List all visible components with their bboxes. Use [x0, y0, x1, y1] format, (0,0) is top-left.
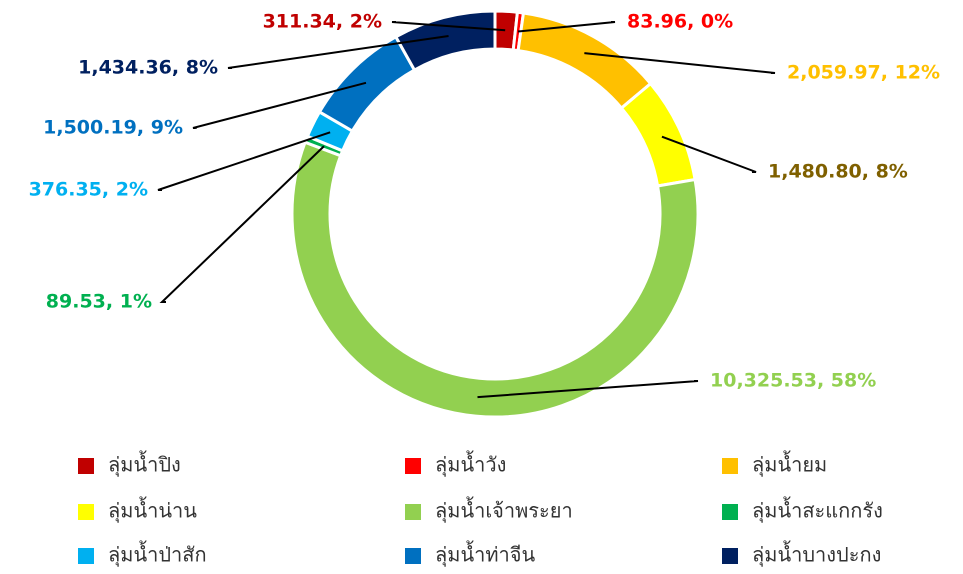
- legend-label: ลุ่มน้ำเจ้าพระยา: [435, 497, 573, 524]
- data-label: 1,480.80, 8%: [768, 161, 908, 183]
- legend-label: ลุ่มน้ำบางปะกง: [752, 541, 881, 568]
- data-label: 2,059.97, 12%: [787, 62, 940, 84]
- leader-line: [227, 34, 449, 69]
- legend-label: ลุ่มน้ำสะแกกรัง: [752, 497, 883, 524]
- legend-swatch: [78, 548, 94, 564]
- data-label: 89.53, 1%: [46, 291, 152, 313]
- legend-swatch: [722, 504, 738, 520]
- donut-slice: [619, 81, 697, 188]
- data-label: 83.96, 0%: [627, 11, 733, 33]
- data-label: 1,434.36, 8%: [78, 57, 218, 79]
- legend-swatch: [78, 504, 94, 520]
- legend-label: ลุ่มน้ำป่าสัก: [108, 541, 207, 568]
- legend-label: ลุ่มน้ำปิง: [108, 451, 181, 478]
- legend-swatch: [722, 548, 738, 564]
- data-label: 10,325.53, 58%: [710, 370, 876, 392]
- data-label: 1,500.19, 9%: [43, 117, 183, 139]
- leader-line: [584, 52, 776, 74]
- leader-line: [192, 81, 367, 129]
- leader-line: [517, 21, 616, 33]
- legend-label: ลุ่มน้ำวัง: [435, 451, 506, 478]
- legend-label: ลุ่มน้ำยม: [752, 451, 827, 478]
- legend-swatch: [405, 458, 421, 474]
- leader-line: [159, 145, 325, 303]
- leader-line: [157, 131, 331, 191]
- legend-swatch: [405, 504, 421, 520]
- legend-swatch: [78, 458, 94, 474]
- legend-swatch: [722, 458, 738, 474]
- leader-line: [661, 135, 757, 173]
- data-label: 376.35, 2%: [29, 179, 148, 201]
- leader-line: [477, 380, 699, 399]
- donut-slice: [290, 140, 700, 419]
- legend-label: ลุ่มน้ำน่าน: [108, 497, 197, 524]
- legend-swatch: [405, 548, 421, 564]
- data-label: 311.34, 2%: [263, 11, 382, 33]
- leader-line: [391, 21, 506, 32]
- legend-label: ลุ่มน้ำท่าจีน: [435, 541, 535, 568]
- donut-slice: [317, 34, 417, 134]
